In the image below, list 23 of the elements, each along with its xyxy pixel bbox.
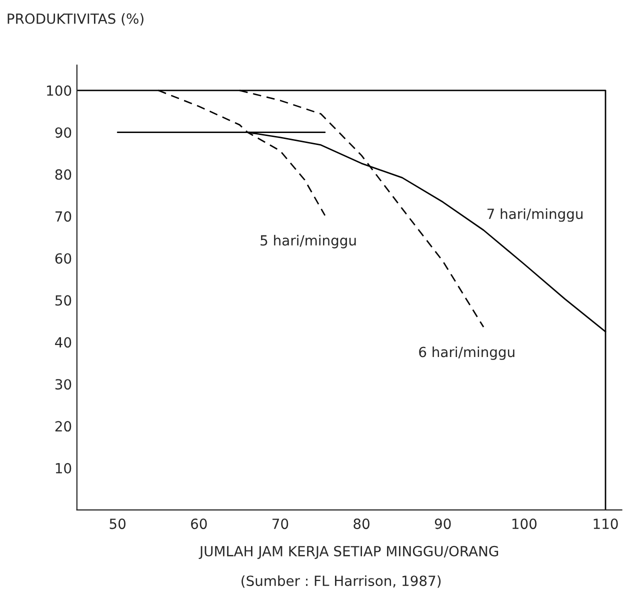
x-tick-label: 60	[191, 518, 207, 530]
y-tick-label: 10	[56, 462, 72, 474]
y-tick-label: 80	[55, 169, 72, 180]
y-tick-label: 20	[55, 421, 72, 432]
y-tick-label: 30	[55, 379, 72, 390]
y-tick-label: 100	[47, 85, 72, 96]
x-tick-label: 50	[110, 518, 126, 530]
x-tick-label: 70	[272, 518, 288, 530]
text: 6 hari/minggu	[419, 346, 514, 360]
text: (Sumber : FL Harrison, 1987)	[242, 575, 441, 588]
y-tick-label: 90	[55, 127, 72, 138]
x-axis-title: JUMLAH JAM KERJA SETIAP MINGGU/ORANG	[198, 546, 498, 559]
text: 5 hari/minggu	[260, 234, 356, 248]
x-tick-label: 90	[434, 518, 451, 530]
y-tick-label: 50	[55, 295, 72, 306]
x-tick-label: 80	[354, 518, 370, 530]
x-tick-label: 100	[512, 518, 537, 530]
x-tick-label: 110	[594, 518, 618, 530]
y-tick-label: 40	[55, 337, 72, 348]
series-label: 7 hari/minggu	[487, 208, 582, 222]
y-tick-label: 60	[55, 253, 72, 264]
y-axis-title: PRODUKTIVITAS (%)	[8, 13, 144, 26]
y-tick-label: 70	[56, 211, 72, 222]
